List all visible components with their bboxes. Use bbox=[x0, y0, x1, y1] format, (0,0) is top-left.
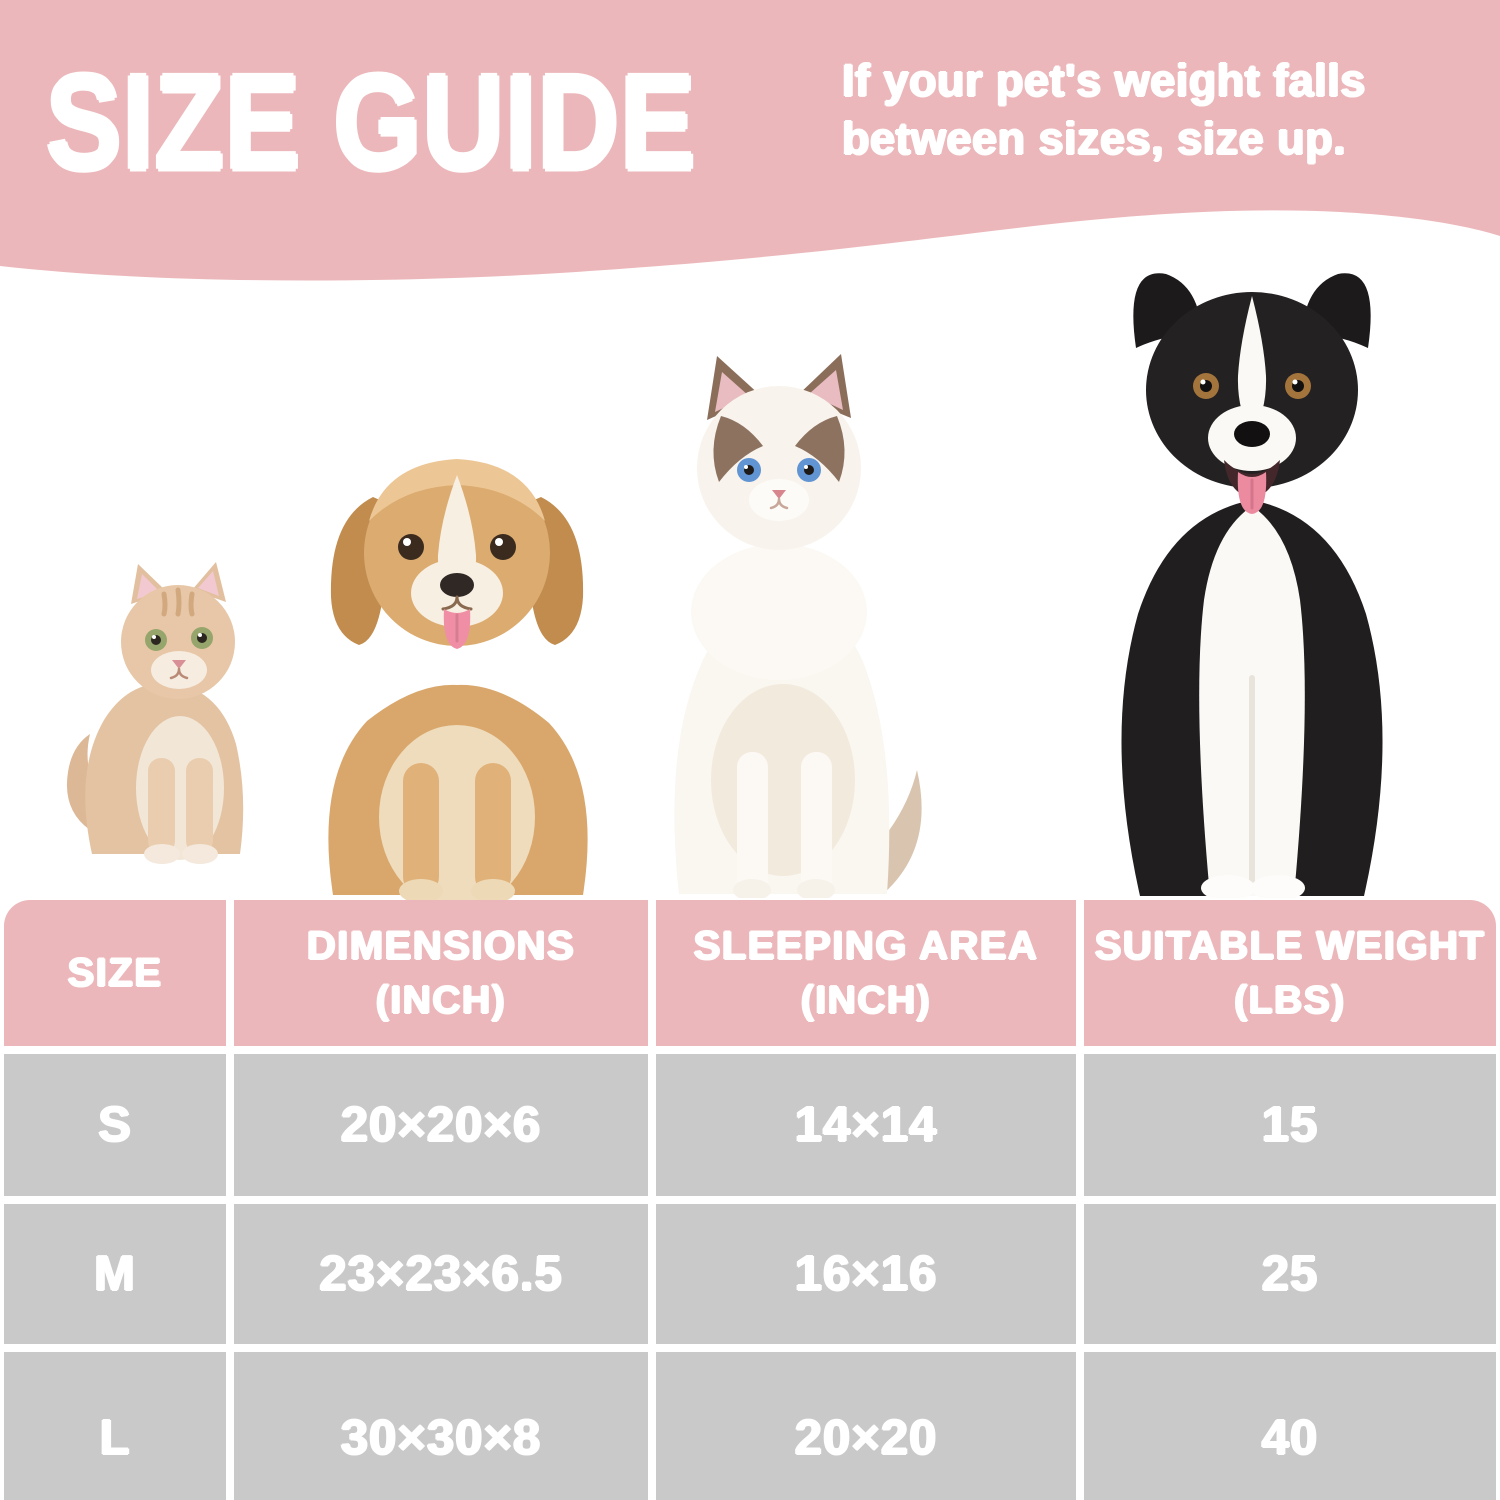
large-dog-image bbox=[1121, 273, 1383, 898]
header-cell-sleeping-area: SLEEPING AREA (INCH) bbox=[656, 900, 1076, 1046]
large-dog-eyes bbox=[1193, 373, 1311, 399]
small-cat-eyes bbox=[145, 627, 213, 651]
cell-sleeping-area-s: 14×14 bbox=[656, 1054, 1076, 1196]
header-cell-suitable-weight: SUITABLE WEIGHT (LBS) bbox=[1084, 900, 1496, 1046]
column-sublabel: (INCH) bbox=[375, 978, 507, 1022]
column-label: SUITABLE WEIGHT bbox=[1094, 923, 1486, 968]
cell-dimensions-m: 23×23×6.5 bbox=[234, 1204, 648, 1344]
cell-size-s: S bbox=[4, 1054, 226, 1196]
page-title: SIZE GUIDE bbox=[46, 46, 697, 198]
large-dog-tongue bbox=[1237, 472, 1267, 514]
cell-suitable-weight-m: 25 bbox=[1084, 1204, 1496, 1344]
header-note: If your pet's weight falls between sizes… bbox=[842, 52, 1366, 167]
small-cat-body bbox=[66, 683, 244, 864]
small-cat-stripes bbox=[161, 587, 195, 617]
column-label: DIMENSIONS bbox=[306, 923, 576, 968]
header-note-line2: between sizes, size up. bbox=[842, 112, 1347, 164]
cell-dimensions-l: 30×30×8 bbox=[234, 1352, 648, 1500]
large-dog-head bbox=[1146, 292, 1358, 514]
column-sublabel: (LBS) bbox=[1234, 978, 1346, 1022]
column-label: SLEEPING AREA bbox=[693, 923, 1039, 968]
column-sublabel: (INCH) bbox=[800, 978, 932, 1022]
puppy-tongue bbox=[443, 609, 471, 649]
size-table: SIZE DIMENSIONS (INCH) SLEEPING AREA (IN… bbox=[4, 900, 1496, 1500]
cell-sleeping-area-m: 16×16 bbox=[656, 1204, 1076, 1344]
cell-suitable-weight-s: 15 bbox=[1084, 1054, 1496, 1196]
small-cat-head bbox=[121, 562, 235, 699]
large-cat-head bbox=[697, 354, 861, 550]
puppy-body bbox=[328, 684, 588, 903]
header-cell-size: SIZE bbox=[4, 900, 226, 1046]
puppy-image bbox=[328, 459, 588, 903]
large-cat-eyes bbox=[737, 458, 821, 482]
cell-sleeping-area-l: 20×20 bbox=[656, 1352, 1076, 1500]
cell-suitable-weight-l: 40 bbox=[1084, 1352, 1496, 1500]
cell-size-m: M bbox=[4, 1204, 226, 1344]
large-cat-body bbox=[674, 544, 922, 898]
header-cell-dimensions: DIMENSIONS (INCH) bbox=[234, 900, 648, 1046]
puppy-eyes bbox=[398, 534, 516, 560]
column-label: SIZE bbox=[67, 950, 163, 995]
puppy-head bbox=[330, 459, 584, 649]
cell-size-l: L bbox=[4, 1352, 226, 1500]
large-cat-image bbox=[674, 354, 922, 898]
small-cat-image bbox=[66, 562, 244, 864]
large-dog-body bbox=[1121, 273, 1383, 898]
cell-dimensions-s: 20×20×6 bbox=[234, 1054, 648, 1196]
header-note-line1: If your pet's weight falls bbox=[842, 55, 1366, 106]
